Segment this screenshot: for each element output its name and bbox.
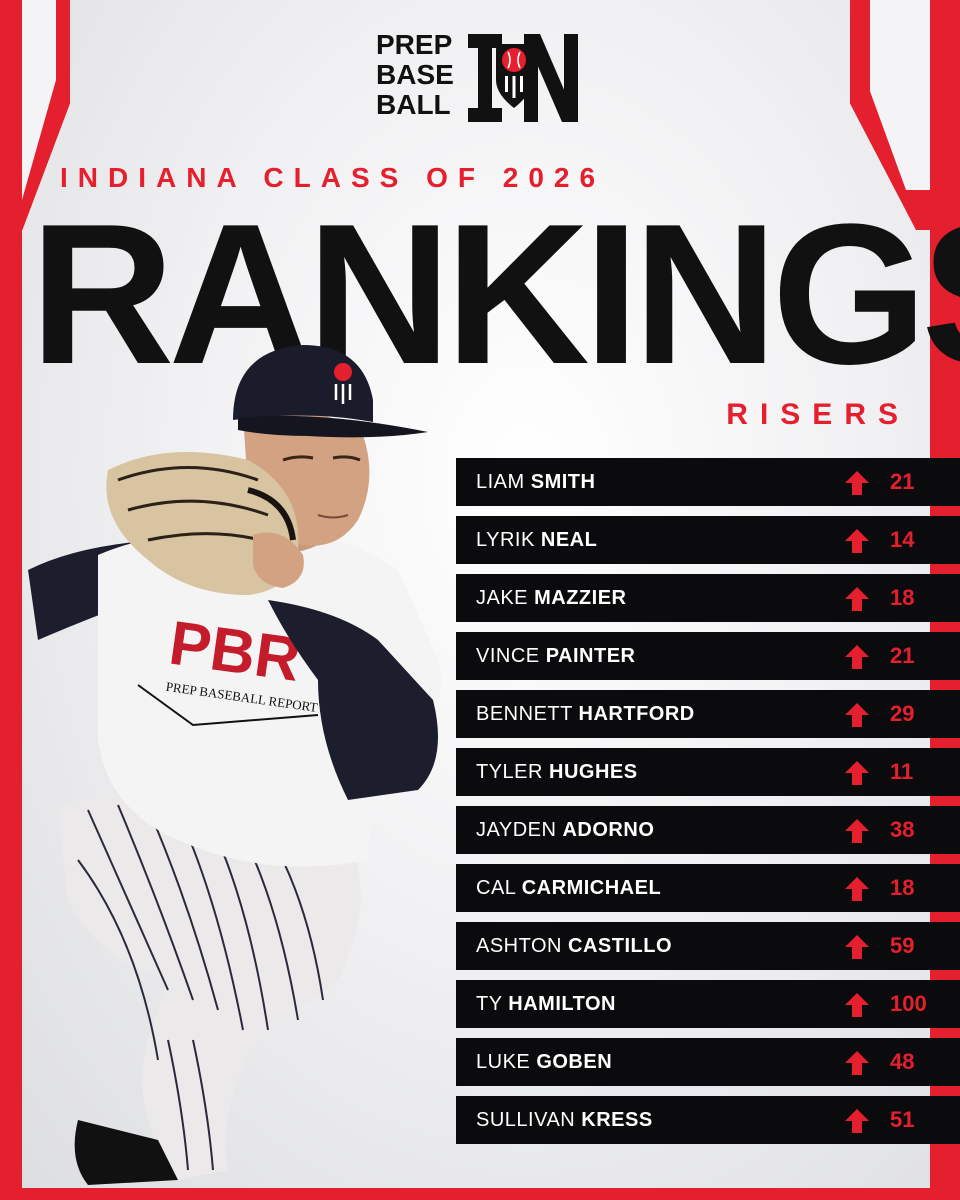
player-last-name: CARMICHAEL [521,877,662,899]
arrow-up-icon [845,529,869,553]
player-first-name: TY [476,993,503,1015]
player-last-name: KRESS [581,1109,653,1131]
riser-row: BENNETT HARTFORD 29 [456,690,960,738]
player-name: TYLER HUGHES [476,748,638,796]
arrow-up-icon [845,1051,869,1075]
rank-change: 18 [890,875,915,900]
arrow-up-icon [845,877,869,901]
rank-change: 51 [890,1107,915,1132]
rank-change: 59 [890,933,915,958]
player-last-name: HARTFORD [578,703,695,725]
rank-change: 29 [890,701,915,726]
arrow-up-icon [845,761,869,785]
logo-line-ball: BALL [376,89,451,120]
riser-row: TYLER HUGHES 11 [456,748,960,796]
rank-change: 38 [890,817,915,842]
riser-row: SULLIVAN KRESS 51 [456,1096,960,1144]
player-name: LUKE GOBEN [476,1038,612,1086]
riser-row: VINCE PAINTER 21 [456,632,960,680]
player-last-name: CASTILLO [568,935,673,957]
player-first-name: SULLIVAN [476,1109,576,1131]
arrow-up-icon [845,471,869,495]
player-last-name: PAINTER [545,645,636,667]
arrow-up-icon [845,993,869,1017]
rank-change: 18 [890,585,915,610]
arrow-up-icon [845,703,869,727]
logo-line-prep: PREP [376,29,453,60]
player-first-name: TYLER [476,761,543,783]
risers-label: RISERS [726,398,910,431]
player-first-name: BENNETT [476,703,573,725]
player-first-name: ASHTON [476,935,562,957]
player-name: BENNETT HARTFORD [476,690,695,738]
riser-row: ASHTON CASTILLO 59 [456,922,960,970]
player-last-name: NEAL [540,529,598,551]
prep-baseball-in-logo: PREP BASE BALL [376,30,586,130]
player-first-name: JAYDEN [476,819,557,841]
arrow-up-icon [845,587,869,611]
riser-row: LYRIK NEAL 14 [456,516,960,564]
player-last-name: HAMILTON [508,993,616,1015]
page-title: RANKINGS [30,183,960,406]
player-name: JAYDEN ADORNO [476,806,654,854]
player-name: JAKE MAZZIER [476,574,626,622]
player-name: VINCE PAINTER [476,632,636,680]
riser-row: LUKE GOBEN 48 [456,1038,960,1086]
subtitle-text: INDIANA CLASS OF 2026 [60,162,606,193]
player-first-name: LYRIK [476,529,535,551]
rank-change: 21 [890,469,915,494]
arrow-up-icon [845,645,869,669]
riser-row: CAL CARMICHAEL 18 [456,864,960,912]
left-red-border [0,0,22,1200]
logo-wordmark: PREP BASE BALL [376,30,468,120]
logo-line-base: BASE [376,59,454,90]
player-last-name: HUGHES [549,761,638,783]
player-first-name: LIAM [476,471,525,493]
player-name: ASHTON CASTILLO [476,922,672,970]
player-name: LYRIK NEAL [476,516,597,564]
player-first-name: JAKE [476,587,529,609]
indiana-in-logo-icon [468,34,578,122]
player-name: TY HAMILTON [476,980,616,1028]
arrow-up-icon [845,1109,869,1133]
player-name: LIAM SMITH [476,458,595,506]
rank-change: 11 [890,759,914,784]
rank-change: 21 [890,643,915,668]
right-corner-inset [870,0,930,190]
player-name: SULLIVAN KRESS [476,1096,653,1144]
arrow-up-icon [845,935,869,959]
rank-change: 48 [890,1049,915,1074]
arrow-up-icon [845,819,869,843]
pitcher-photo: PBR PREP BASEBALL REPORT [28,345,442,1185]
player-last-name: SMITH [530,471,596,493]
player-first-name: VINCE [476,645,540,667]
bottom-red-border [0,1188,960,1200]
rank-change: 14 [890,527,915,552]
player-first-name: CAL [476,877,516,899]
riser-row: LIAM SMITH 21 [456,458,960,506]
player-last-name: GOBEN [536,1051,613,1073]
riser-row: JAYDEN ADORNO 38 [456,806,960,854]
player-last-name: MAZZIER [534,587,627,609]
risers-list: LIAM SMITH 21 LYRIK NEAL 14 JAKE MAZZIER… [456,458,960,1154]
riser-row: JAKE MAZZIER 18 [456,574,960,622]
player-name: CAL CARMICHAEL [476,864,661,912]
player-last-name: ADORNO [562,819,655,841]
riser-row: TY HAMILTON 100 [456,980,960,1028]
player-first-name: LUKE [476,1051,531,1073]
rank-change: 100 [890,991,927,1016]
